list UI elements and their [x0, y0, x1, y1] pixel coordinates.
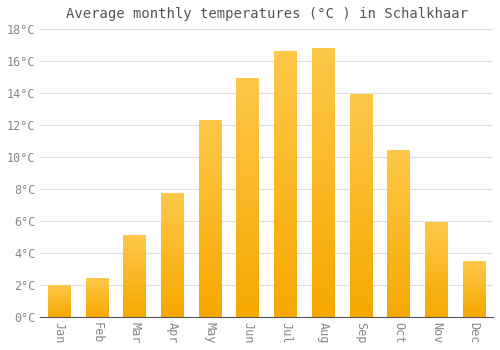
Bar — [312, 48, 334, 317]
Bar — [199, 120, 222, 317]
Bar — [161, 194, 184, 317]
Bar — [48, 285, 70, 317]
Bar — [124, 235, 146, 317]
Bar — [236, 79, 259, 317]
Bar — [463, 261, 485, 317]
Bar — [388, 150, 410, 317]
Bar — [86, 279, 108, 317]
Title: Average monthly temperatures (°C ) in Schalkhaar: Average monthly temperatures (°C ) in Sc… — [66, 7, 468, 21]
Bar — [274, 51, 297, 317]
Bar — [350, 94, 372, 317]
Bar — [425, 223, 448, 317]
